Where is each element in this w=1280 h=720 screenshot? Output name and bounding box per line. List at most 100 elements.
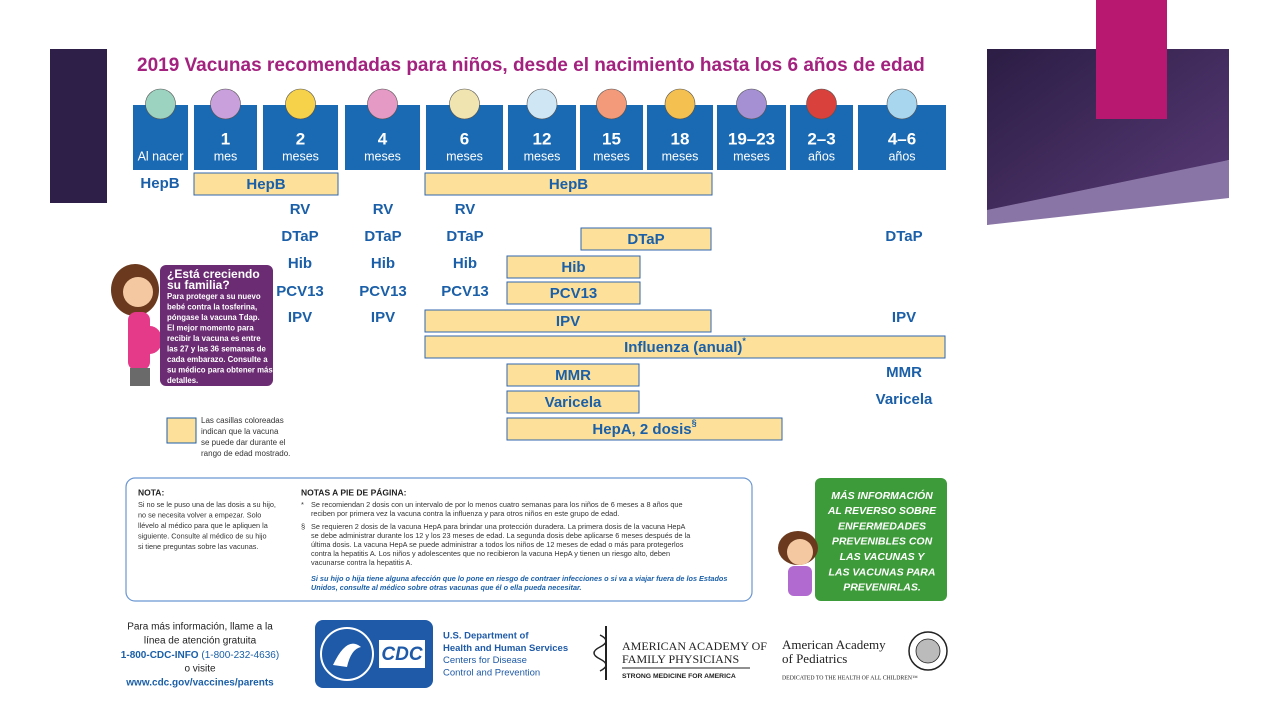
vaccine-range — [506, 417, 783, 441]
vaccine-range-label: HepB — [549, 176, 588, 193]
column-number: 12 — [533, 129, 552, 148]
footnote-text: Se recomiendan 2 dosis con un intervalo … — [311, 500, 683, 509]
footnote-text: se debe administrar durante los 12 y los… — [311, 531, 691, 540]
more-info-text: ENFERMEDADES — [838, 520, 926, 532]
hhs-text: Control and Prevention — [443, 667, 540, 678]
vaccine-label: DTaP — [281, 228, 318, 245]
right-band — [987, 49, 1229, 225]
legend-text: se puede dar durante el — [201, 438, 286, 447]
vaccine-range — [580, 227, 712, 251]
vaccine-label: RV — [455, 201, 476, 218]
vaccine-label: DTaP — [885, 228, 922, 245]
footnote-text: Se requieren 2 dosis de la vacuna HepA p… — [311, 522, 686, 531]
pregnancy-text: Para proteger a su nuevo — [167, 292, 261, 301]
vaccine-label: Varicela — [876, 391, 933, 408]
contact-phone: 1-800-CDC-INFO (1-800-232-4636) — [121, 650, 279, 661]
age-icon — [806, 88, 837, 120]
vaccine-range-label: HepA, 2 dosis§ — [592, 418, 696, 438]
woman-illustration — [111, 264, 162, 386]
vaccine-range-label: HepB — [246, 176, 285, 193]
notes-box — [125, 477, 753, 602]
notes-italic: Si su hijo o hija tiene alguna afección … — [311, 574, 727, 583]
vaccine-label: RV — [290, 201, 311, 218]
vaccine-range — [506, 255, 641, 279]
cdc-logo-text: CDC — [381, 644, 422, 665]
column-unit: años — [888, 149, 915, 163]
column-unit: meses — [593, 149, 630, 163]
notes-text: si tiene preguntas sobre las vacunas. — [138, 542, 258, 551]
notes-text: siguiente. Consulte al médico de su hijo — [138, 531, 267, 540]
vaccine-range-label: Hib — [561, 259, 585, 276]
age-icon — [596, 88, 627, 120]
vaccine-label: DTaP — [446, 228, 483, 245]
age-icon — [886, 88, 918, 120]
more-info-text: PREVENIRLAS. — [843, 582, 921, 594]
pregnancy-text: bebé contra la tosferina, — [167, 303, 257, 312]
footnote-text: reciben por primera vez la vacuna contra… — [311, 509, 619, 518]
pregnancy-text: su médico para obtener más — [167, 366, 273, 375]
age-icon — [145, 88, 176, 120]
notes-text: no se necesita volver a empezar. Solo — [138, 510, 261, 519]
column-unit: años — [808, 149, 835, 163]
title: 2019 Vacunas recomendadas para niños, de… — [137, 55, 925, 76]
legend-text: rango de edad mostrado. — [201, 449, 290, 458]
pregnancy-text: recibir la vacuna es entre — [167, 334, 261, 343]
pregnancy-heading: su familia? — [167, 278, 230, 292]
column-number: 18 — [671, 129, 690, 148]
vaccine-range — [193, 172, 339, 196]
right-band-stripe — [987, 160, 1229, 225]
vaccine-label: IPV — [892, 309, 916, 326]
vaccine-range — [424, 309, 712, 333]
contact-url: www.cdc.gov/vaccines/parents — [125, 678, 274, 689]
column-unit: meses — [364, 149, 401, 163]
vaccine-range — [424, 335, 946, 359]
aafp-logo — [593, 626, 750, 680]
pregnancy-text: El mejor momento para — [167, 324, 254, 333]
vaccine-label: RV — [373, 201, 394, 218]
vaccine-range-label: MMR — [555, 367, 591, 384]
contact-text: o visite — [184, 664, 216, 675]
pregnancy-heading: ¿Está creciendo — [167, 267, 260, 281]
vaccine-range-label: PCV13 — [550, 285, 598, 302]
notes-title: NOTA: — [138, 487, 164, 497]
contact-text: Para más información, llame a la — [127, 622, 273, 633]
more-info-box — [815, 478, 947, 601]
vaccine-name: Hib — [561, 259, 585, 276]
footnote-mark: * — [742, 336, 746, 346]
vaccine-name: Varicela — [545, 394, 602, 411]
vaccine-label: Hib — [453, 255, 477, 272]
vaccine-range-label: Influenza (anual)* — [624, 336, 746, 356]
age-icon — [736, 88, 767, 120]
column-unit: meses — [282, 149, 319, 163]
age-icon — [449, 88, 480, 120]
more-info-text: MÁS INFORMACIÓN — [831, 489, 933, 502]
footnote-text: vacunarse contra la hepatitis A. — [311, 558, 412, 567]
notes-text: Si no se le puso una de las dosis a su h… — [138, 500, 276, 509]
vaccine-label: PCV13 — [276, 283, 324, 300]
vaccine-name: HepB — [246, 176, 285, 193]
vaccine-label: PCV13 — [441, 283, 489, 300]
column-unit: mes — [214, 149, 238, 163]
hhs-text: U.S. Department of — [443, 631, 529, 642]
aap-text: of Pediatrics — [782, 651, 847, 666]
vaccine-name: HepB — [549, 176, 588, 193]
aafp-text: AMERICAN ACADEMY OF — [622, 639, 767, 653]
column-number: 2 — [296, 129, 305, 148]
vaccine-label: MMR — [886, 364, 922, 381]
vaccine-label: IPV — [288, 309, 312, 326]
footnote-symbol: * — [301, 500, 304, 509]
age-icon — [367, 88, 398, 120]
hhs-text: Health and Human Services — [443, 643, 568, 654]
column-unit: meses — [446, 149, 483, 163]
vaccine-name: DTaP — [627, 231, 664, 248]
column-number: 4–6 — [888, 129, 916, 148]
pregnancy-text: detalles. — [167, 376, 198, 385]
column-unit: meses — [733, 149, 770, 163]
column-number: 1 — [221, 129, 230, 148]
pregnancy-box — [160, 265, 273, 386]
vaccine-name: PCV13 — [550, 285, 598, 302]
aap-tagline: DEDICATED TO THE HEALTH OF ALL CHILDREN™ — [782, 675, 918, 681]
pregnancy-text: las 27 y las 36 semanas de — [167, 345, 266, 354]
aafp-tagline: STRONG MEDICINE FOR AMERICA — [622, 673, 736, 680]
column-unit: meses — [524, 149, 561, 163]
